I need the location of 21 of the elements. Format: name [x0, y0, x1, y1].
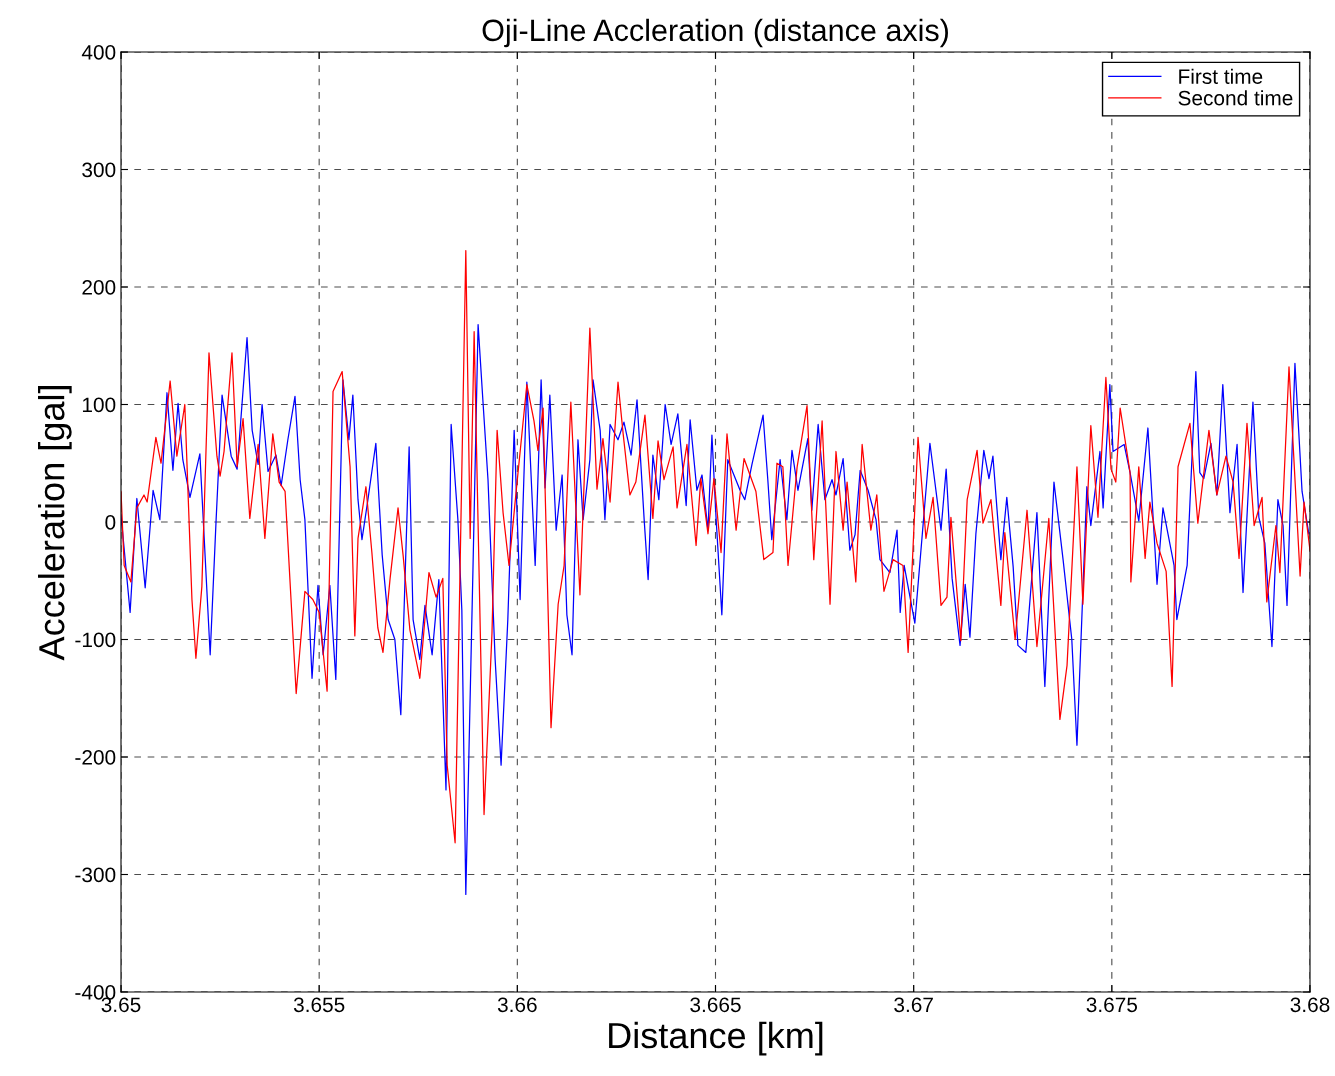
x-tick-label: 3.68	[1290, 997, 1330, 1013]
line-series	[121, 323, 1310, 896]
x-tick-label: 3.665	[690, 997, 741, 1013]
legend-label: First time	[1179, 68, 1263, 84]
y-tick-label: -200	[75, 750, 116, 765]
y-tick-label: 400	[81, 45, 116, 60]
x-tick-label: 3.67	[894, 997, 933, 1013]
y-tick-label: 100	[82, 397, 116, 413]
x-tick-label: 3.66	[497, 997, 537, 1013]
y-tick-label: -300	[75, 867, 116, 883]
legend-label: Second time	[1178, 90, 1293, 106]
y-tick-label: -100	[75, 632, 116, 648]
chart-title: Oji-Line Accleration (distance axis)	[482, 18, 948, 48]
y-tick-label: 300	[82, 162, 116, 178]
x-tick-label: 3.675	[1086, 997, 1138, 1013]
x-tick-label: 3.655	[293, 997, 345, 1013]
y-tick-label: 200	[82, 280, 116, 295]
y-tick-label: 0	[105, 515, 116, 530]
x-axis-title: Distance [km]	[609, 1021, 823, 1056]
line-series	[121, 249, 1310, 844]
y-axis-title: Acceleration [gal]	[38, 386, 72, 661]
